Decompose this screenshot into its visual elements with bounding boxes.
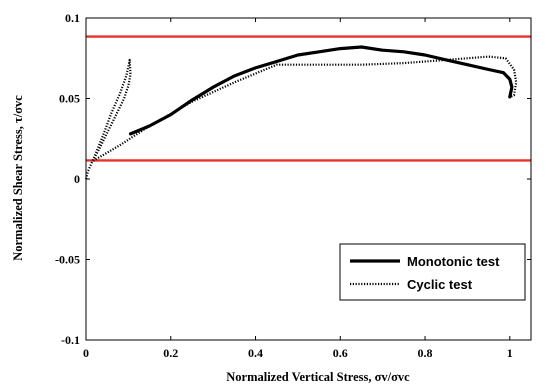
series-layer <box>84 45 518 180</box>
x-tick-label: 1 <box>507 346 513 360</box>
legend-label-monotonic: Monotonic test <box>407 254 500 269</box>
y-axis-title: Normalized Shear Stress, τ/σvc <box>11 95 25 261</box>
x-tick-label: 0.2 <box>163 346 178 360</box>
series-line-cyclic <box>84 55 518 180</box>
y-tick-label: 0 <box>74 172 80 186</box>
y-tick-label: -0.05 <box>55 253 80 267</box>
series-line-monotonic <box>128 45 514 136</box>
reference-lines <box>86 35 531 162</box>
x-axis-title: Normalized Vertical Stress, σv/σvc <box>226 370 410 384</box>
y-tick-label: 0.05 <box>59 92 80 106</box>
legend: Monotonic test Cyclic test <box>339 243 526 301</box>
y-axis: -0.1 -0.05 0 0.05 0.1 <box>55 11 531 347</box>
x-axis: 0 0.2 0.4 0.6 0.8 1 <box>83 18 513 360</box>
y-tick-label: 0.1 <box>65 11 80 25</box>
x-tick-label: 0.8 <box>418 346 433 360</box>
x-tick-label: 0.4 <box>248 346 263 360</box>
y-tick-label: -0.1 <box>61 333 80 347</box>
x-tick-label: 0.6 <box>333 346 348 360</box>
legend-box <box>339 243 526 301</box>
legend-label-cyclic: Cyclic test <box>407 277 473 292</box>
x-tick-label: 0 <box>83 346 89 360</box>
